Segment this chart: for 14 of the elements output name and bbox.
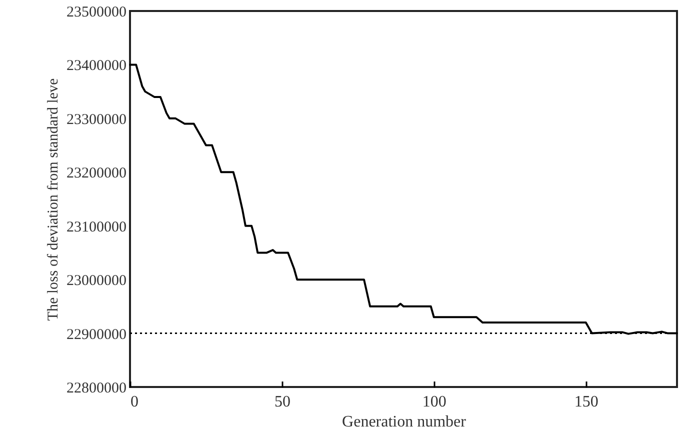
y-axis-title: The loss of deviation from standard leve bbox=[46, 78, 62, 321]
y-tick-label: 22900000 bbox=[66, 326, 126, 343]
y-tick-label: 23100000 bbox=[66, 219, 126, 236]
y-tick-label: 23500000 bbox=[66, 4, 126, 20]
y-tick-label: 23000000 bbox=[66, 273, 126, 290]
x-tick-label: 0 bbox=[130, 394, 138, 410]
y-tick-label: 23400000 bbox=[66, 58, 126, 74]
x-tick-label: 50 bbox=[274, 394, 290, 410]
x-tick-label: 150 bbox=[574, 394, 598, 410]
y-tick-label: 23300000 bbox=[66, 112, 126, 128]
x-axis-title: Generation number bbox=[342, 414, 467, 430]
x-tick-label: 100 bbox=[422, 394, 446, 410]
y-tick-label: 23200000 bbox=[66, 166, 126, 182]
y-tick-label: 22800000 bbox=[66, 380, 126, 396]
